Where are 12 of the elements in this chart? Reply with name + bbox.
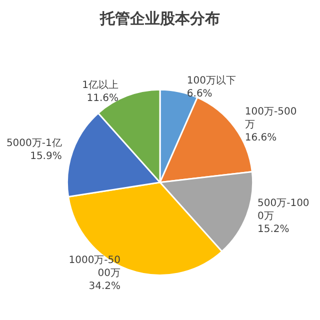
data-label: 16.6% <box>244 132 277 144</box>
data-label: 6.6% <box>186 88 212 100</box>
slice-label: 100万-500万 <box>244 106 297 130</box>
slice-label: 100万以下 <box>186 74 236 87</box>
slice-label: 5000万-1亿 <box>6 138 62 149</box>
slice-label: 500万-1000万 <box>258 198 310 222</box>
slice-label: 1亿以上 <box>82 78 119 91</box>
data-label: 15.2% <box>258 224 290 236</box>
data-label: 34.2% <box>88 281 121 292</box>
data-label: 15.9% <box>30 150 62 162</box>
chart-title: 托管企业股本分布 <box>99 10 220 28</box>
data-label: 11.6% <box>86 92 119 104</box>
